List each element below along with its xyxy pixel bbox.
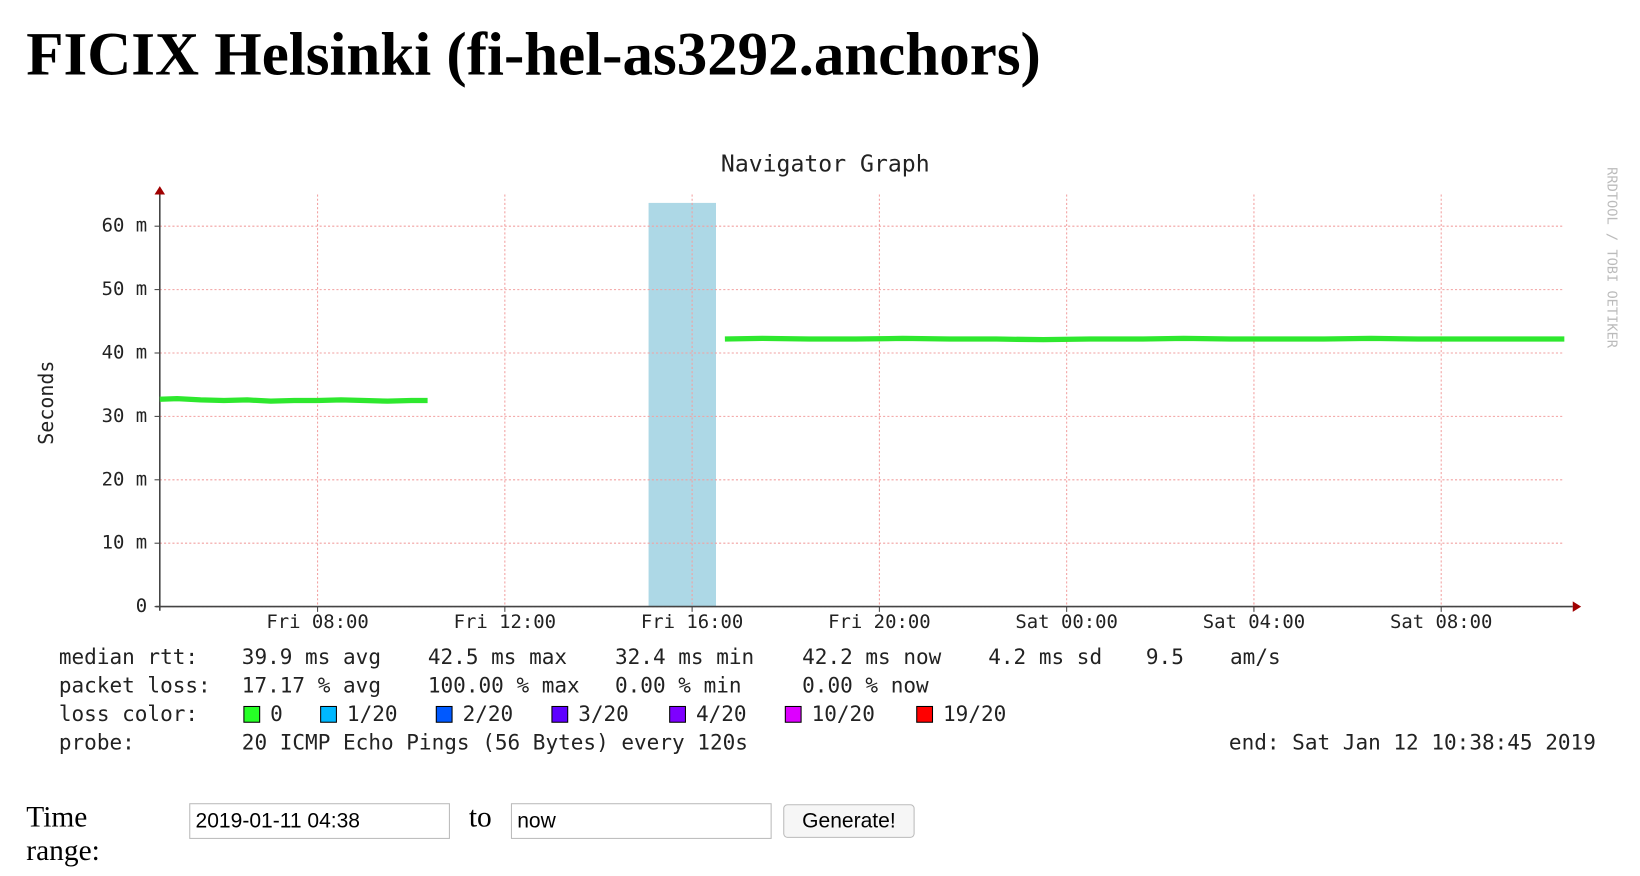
legend-text: 4.2 ms sd — [988, 644, 1102, 669]
page-title: FICIX Helsinki (fi-hel-as3292.anchors) — [26, 19, 1041, 89]
legend-text: 42.2 ms now — [802, 644, 942, 669]
legend-text: median rtt: — [59, 644, 198, 669]
loss-label: 3/20 — [578, 701, 629, 726]
loss-swatch — [320, 705, 337, 723]
legend-text: 100.00 % max — [428, 672, 580, 697]
loss-label: 0 — [270, 701, 283, 726]
loss-swatch — [435, 705, 453, 723]
y-tick-label: 30 m — [102, 405, 148, 427]
to-input[interactable] — [510, 803, 772, 839]
end-time: end: Sat Jan 12 10:38:45 2019 — [1229, 729, 1596, 754]
legend-text: 39.9 ms avg — [242, 644, 381, 669]
x-tick-label: Sat 00:00 — [1015, 611, 1117, 633]
legend-text: am/s — [1230, 644, 1281, 669]
x-tick-label: Sat 08:00 — [1390, 611, 1492, 633]
series-line — [159, 335, 1565, 404]
loss-label: 19/20 — [943, 701, 1006, 726]
chart-title: Navigator Graph — [721, 152, 930, 178]
legend-text: 42.5 ms max — [428, 644, 567, 669]
legend-text: packet loss: — [59, 672, 211, 697]
y-axis-label: Seconds — [34, 361, 58, 445]
loss-label: 1/20 — [347, 701, 398, 726]
loss-label: 2/20 — [463, 701, 514, 726]
loss-swatch — [551, 705, 569, 723]
unavailable-band — [648, 202, 716, 607]
generate-button[interactable]: Generate! — [783, 804, 915, 838]
x-tick-label: Fri 12:00 — [454, 611, 556, 633]
loss-label: 10/20 — [812, 701, 875, 726]
watermark: RRDTOOL / TOBI OETIKER — [1604, 167, 1620, 349]
x-tick-label: Fri 08:00 — [266, 611, 368, 633]
loss-label: 4/20 — [696, 701, 747, 726]
legend-text: 9.5 — [1146, 644, 1184, 669]
y-tick-label: 20 m — [102, 468, 148, 490]
y-tick-label: 0 — [136, 595, 147, 617]
chart: Navigator Graph Seconds RRDTOOL / TOBI O… — [34, 152, 1620, 755]
loss-swatch — [784, 705, 802, 723]
legend-text: 0.00 % now — [802, 672, 929, 697]
from-input[interactable] — [189, 803, 450, 839]
x-tick-label: Fri 16:00 — [641, 611, 743, 633]
x-axis-arrow — [1572, 601, 1582, 612]
x-tick-label: Sat 04:00 — [1203, 611, 1305, 633]
legend-text: probe: — [59, 729, 135, 754]
legend-text: 32.4 ms min — [615, 644, 754, 669]
loss-swatch — [243, 705, 261, 723]
legend-text: loss color: — [59, 701, 198, 726]
to-label: to — [468, 801, 492, 834]
y-tick-label: 60 m — [102, 215, 148, 237]
legend-text: 0.00 % min — [615, 672, 742, 697]
y-tick-label: 10 m — [102, 532, 148, 554]
y-axis-arrow — [154, 186, 166, 195]
time-range-label: Time range: — [26, 801, 100, 868]
y-tick-label: 40 m — [102, 341, 148, 363]
x-tick-label: Fri 20:00 — [828, 611, 930, 633]
legend-text: 20 ICMP Echo Pings (56 Bytes) every 120s — [242, 729, 748, 754]
loss-swatch — [669, 705, 686, 723]
legend-text: 17.17 % avg — [242, 672, 381, 697]
loss-swatch — [916, 705, 934, 723]
y-tick-label: 50 m — [102, 278, 148, 300]
